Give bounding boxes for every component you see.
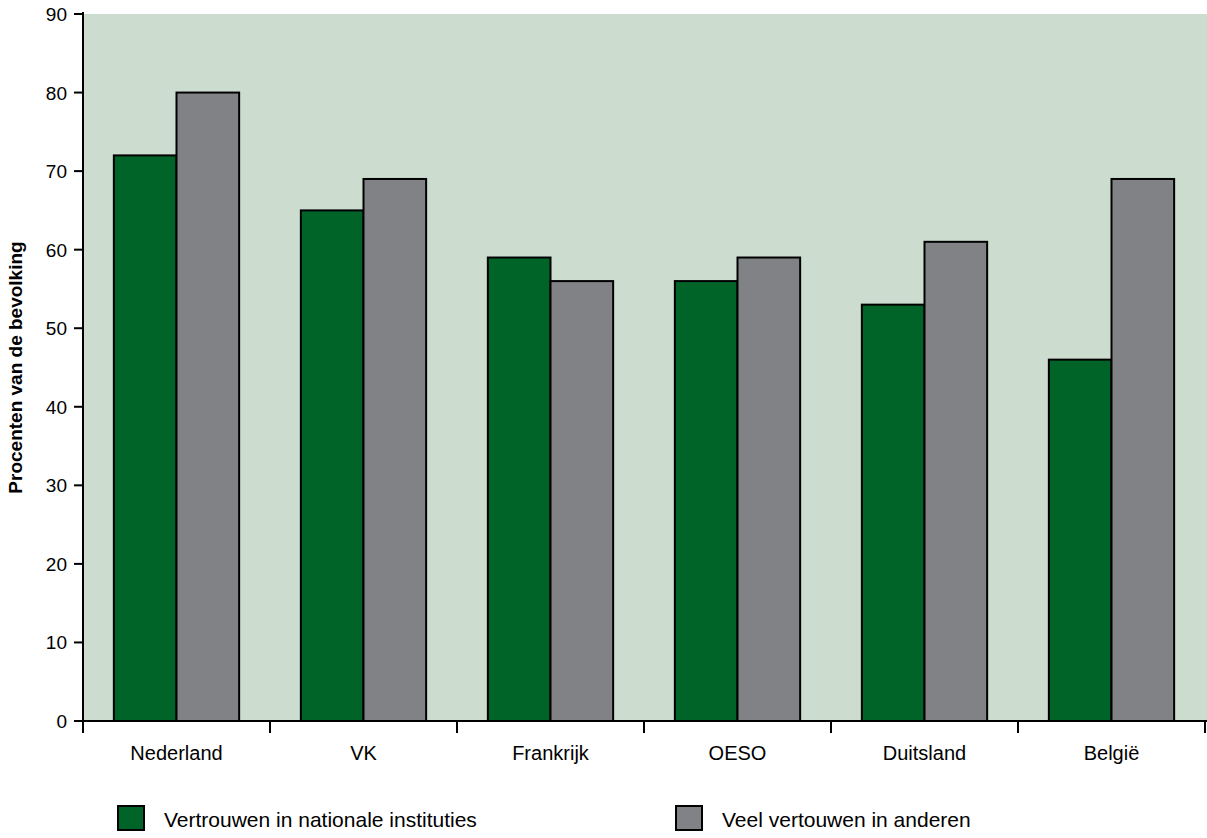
x-tick-label: Frankrijk <box>512 742 590 764</box>
bar <box>1049 360 1112 721</box>
bar <box>114 155 177 721</box>
y-tick-label: 60 <box>46 240 67 261</box>
legend-label: Vertrouwen in nationale instituties <box>164 808 477 831</box>
chart-svg: 0 10 20 30 40 50 60 70 80 90 Procenten van de bevo… <box>0 0 1207 838</box>
x-tick-divider <box>1204 721 1206 733</box>
bar <box>551 281 614 721</box>
chart-container: 0 10 20 30 40 50 60 70 80 90 Procenten van de bevo… <box>0 0 1207 838</box>
bars <box>114 93 1174 721</box>
x-tick-divider <box>830 721 832 733</box>
bar <box>177 93 240 721</box>
bar <box>738 258 801 721</box>
y-tick <box>74 92 83 94</box>
y-tick <box>74 720 83 722</box>
x-tick-divider <box>456 721 458 733</box>
bar <box>675 281 738 721</box>
legend-label: Veel vertouwen in anderen <box>722 808 971 831</box>
x-tick-label: België <box>1084 742 1140 764</box>
x-tick-label: Duitsland <box>883 742 966 764</box>
x-tick-label: Nederland <box>130 742 222 764</box>
y-axis-label: Procenten van de bevolking <box>5 241 26 493</box>
y-tick-label: 20 <box>46 554 67 575</box>
x-tick-divider <box>269 721 271 733</box>
y-tick <box>74 327 83 329</box>
y-axis-line <box>82 12 84 733</box>
bar <box>364 179 427 721</box>
y-tick-label: 30 <box>46 475 67 496</box>
y-tick-label: 90 <box>46 4 67 25</box>
bar <box>301 210 364 721</box>
y-tick <box>74 563 83 565</box>
bar <box>862 305 925 721</box>
x-tick-divider <box>643 721 645 733</box>
y-tick <box>74 484 83 486</box>
y-tick <box>74 170 83 172</box>
y-tick <box>74 13 83 15</box>
y-tick-label: 10 <box>46 632 67 653</box>
plot-background <box>83 14 1207 721</box>
legend-swatch <box>676 806 702 830</box>
y-tick-label: 80 <box>46 83 67 104</box>
legend-swatch <box>118 806 144 830</box>
bar <box>925 242 988 721</box>
y-tick-label: 0 <box>56 711 67 732</box>
bar <box>488 258 551 721</box>
y-tick <box>74 249 83 251</box>
y-tick <box>74 641 83 643</box>
y-tick-label: 40 <box>46 397 67 418</box>
y-tick <box>74 406 83 408</box>
x-tick-divider <box>1017 721 1019 733</box>
bar <box>1112 179 1175 721</box>
y-tick-label: 50 <box>46 318 67 339</box>
x-tick-label: OESO <box>709 742 767 764</box>
y-tick-label: 70 <box>46 161 67 182</box>
x-tick-label: VK <box>350 742 377 764</box>
